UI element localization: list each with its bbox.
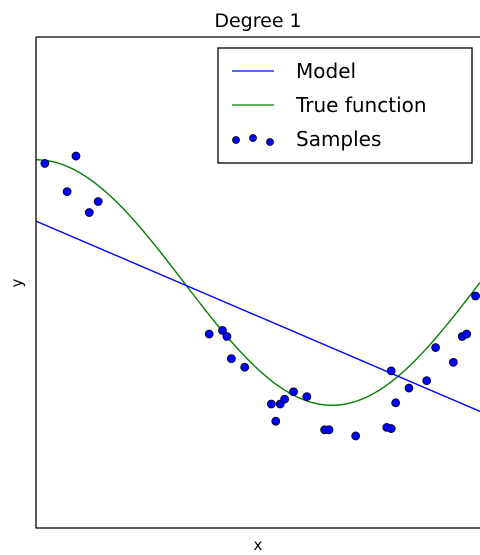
sample-point (431, 343, 441, 352)
sample-point (218, 325, 227, 335)
true-function-line (36, 159, 480, 406)
sample-point (391, 398, 401, 408)
sample-point (471, 291, 480, 301)
sample-point (422, 376, 432, 386)
sample-point (289, 387, 298, 397)
sample-point (84, 208, 94, 217)
legend: Model True function Samples (217, 47, 473, 164)
sample-point (386, 366, 396, 376)
plot-layer (36, 151, 480, 441)
model-line (36, 220, 480, 413)
y-axis-label: y (8, 278, 26, 287)
sample-point (204, 329, 214, 339)
sample-point (240, 362, 250, 372)
x-axis-label: x (254, 536, 263, 554)
sample-point (222, 332, 232, 341)
legend-samples-marker-1 (232, 136, 240, 144)
legend-samples-marker-3 (266, 138, 274, 146)
plot-frame (35, 36, 480, 529)
sample-point (93, 197, 103, 206)
sample-point (302, 392, 312, 402)
sample-point (324, 425, 334, 435)
legend-samples-label: Samples (296, 127, 381, 151)
sample-point (40, 159, 50, 168)
sample-point (62, 187, 72, 197)
sample-point (280, 394, 290, 404)
sample-point (266, 399, 276, 409)
legend-true-label: True function (295, 93, 427, 117)
sample-point (448, 357, 458, 367)
legend-model-label: Model (296, 59, 356, 83)
sample-point (404, 383, 414, 393)
sample-point (386, 424, 396, 433)
sample-point (71, 151, 81, 161)
sample-point (226, 354, 236, 364)
sample-point (462, 329, 472, 339)
sample-point (271, 416, 281, 426)
chart-title: Degree 1 (214, 10, 301, 32)
sample-point (351, 431, 361, 441)
legend-samples-marker-2 (249, 134, 257, 142)
